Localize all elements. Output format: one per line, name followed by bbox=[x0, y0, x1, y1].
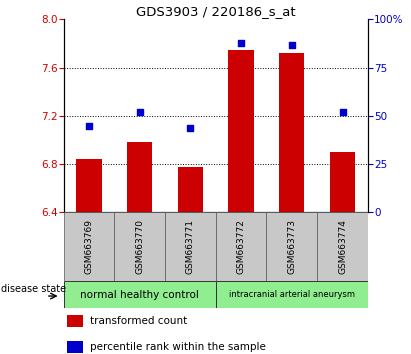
Bar bbox=[67, 341, 83, 353]
Bar bbox=[114, 212, 165, 281]
Point bbox=[86, 123, 92, 129]
Point bbox=[238, 40, 245, 45]
Point bbox=[136, 109, 143, 115]
Text: GSM663770: GSM663770 bbox=[135, 219, 144, 274]
Text: percentile rank within the sample: percentile rank within the sample bbox=[90, 342, 266, 352]
Point bbox=[187, 125, 194, 130]
Bar bbox=[216, 281, 368, 308]
Bar bbox=[266, 212, 317, 281]
Bar bbox=[64, 212, 114, 281]
Bar bbox=[330, 152, 355, 212]
Title: GDS3903 / 220186_s_at: GDS3903 / 220186_s_at bbox=[136, 5, 296, 18]
Point bbox=[289, 42, 295, 47]
Bar bbox=[67, 315, 83, 327]
Bar bbox=[165, 212, 216, 281]
Text: GSM663774: GSM663774 bbox=[338, 219, 347, 274]
Bar bbox=[279, 53, 305, 212]
Text: disease state: disease state bbox=[1, 284, 67, 294]
Bar bbox=[216, 212, 266, 281]
Text: GSM663772: GSM663772 bbox=[237, 219, 246, 274]
Bar bbox=[178, 167, 203, 212]
Text: GSM663771: GSM663771 bbox=[186, 219, 195, 274]
Bar bbox=[76, 159, 102, 212]
Point bbox=[339, 109, 346, 115]
Text: intracranial arterial aneurysm: intracranial arterial aneurysm bbox=[229, 290, 355, 299]
Bar bbox=[64, 281, 216, 308]
Text: transformed count: transformed count bbox=[90, 316, 187, 326]
Bar bbox=[317, 212, 368, 281]
Text: GSM663769: GSM663769 bbox=[85, 219, 94, 274]
Bar bbox=[127, 142, 152, 212]
Text: normal healthy control: normal healthy control bbox=[80, 290, 199, 300]
Bar bbox=[229, 50, 254, 212]
Text: GSM663773: GSM663773 bbox=[287, 219, 296, 274]
